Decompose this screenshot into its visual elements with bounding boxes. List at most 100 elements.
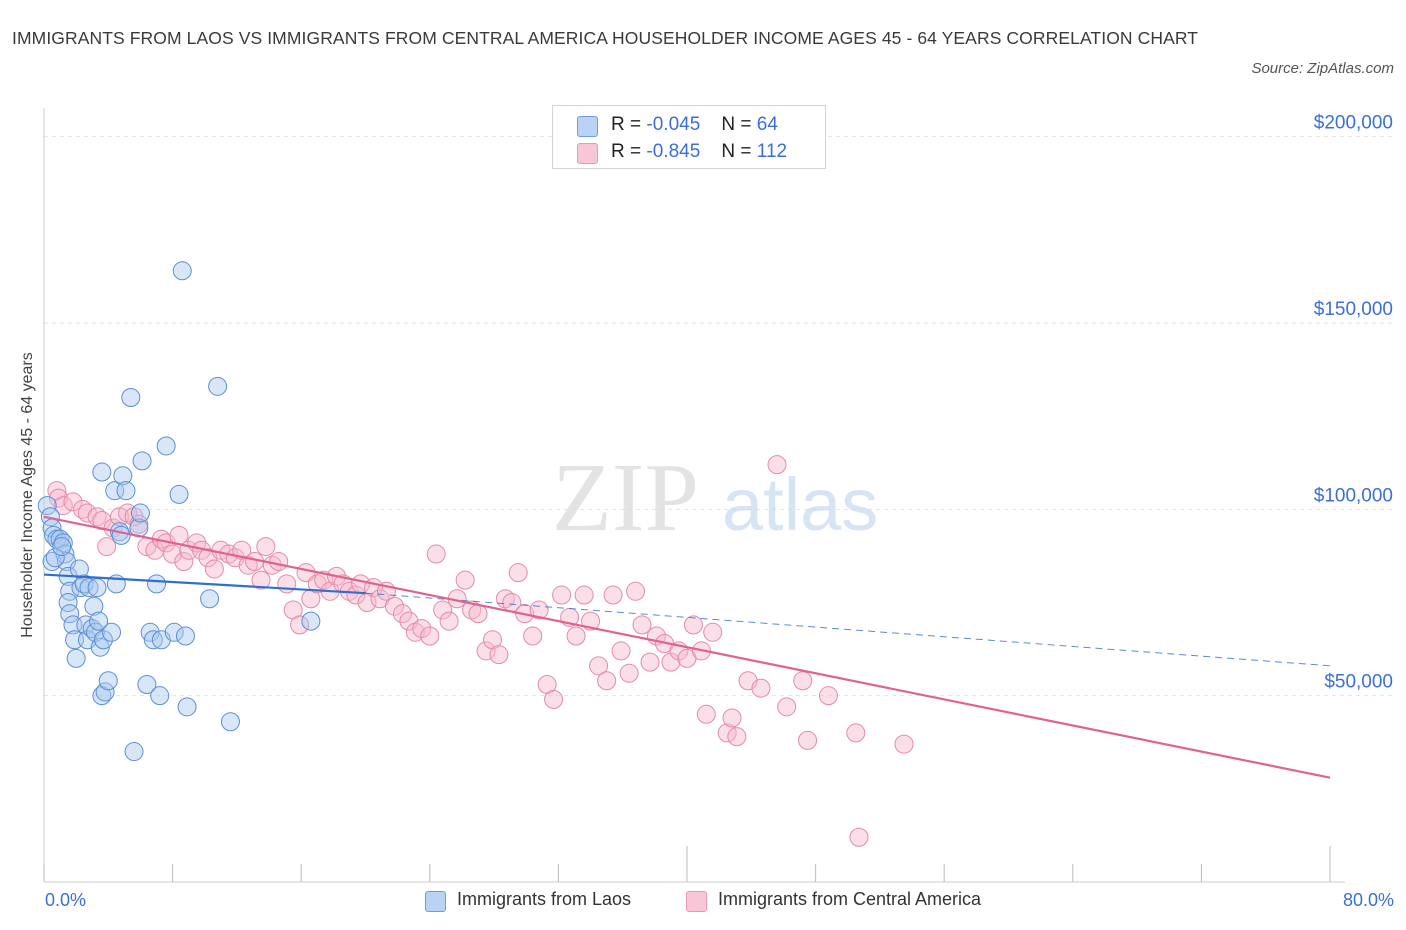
central-america-point [523, 626, 543, 646]
laos-point [113, 466, 133, 486]
legend-r-label: R = [611, 114, 642, 135]
laos-point [71, 578, 91, 598]
legend-swatch-laos [577, 116, 598, 137]
laos-point [124, 742, 144, 762]
central-america-point [894, 734, 914, 754]
y-axis-label: Householder Income Ages 45 - 64 years [19, 352, 36, 638]
laos-point [143, 630, 163, 650]
central-america-point [256, 537, 276, 557]
laos-point [37, 496, 57, 516]
central-america-point [597, 671, 617, 691]
central-america-point [63, 492, 83, 512]
y-tick-label: $200,000 [1314, 113, 1393, 134]
laos-point [132, 451, 152, 471]
laos-point [116, 481, 136, 501]
central-america-point [426, 544, 446, 564]
central-america-point [793, 671, 813, 691]
laos-point [301, 611, 321, 631]
central-america-point [455, 570, 475, 590]
central-america-point [552, 585, 572, 605]
central-america-point [238, 555, 258, 575]
grid-lines [44, 136, 1395, 697]
central-america-point [384, 596, 404, 616]
laos-point [60, 604, 80, 624]
legend-n-label: N = [721, 141, 752, 162]
central-america-point [433, 600, 453, 620]
central-america-point [566, 626, 586, 646]
central-america-point [611, 641, 631, 661]
central-america-point [619, 663, 639, 683]
central-america-point [204, 559, 224, 579]
central-america-point [727, 727, 747, 747]
central-america-point [277, 574, 297, 594]
laos-point [175, 626, 195, 646]
central-america-point [468, 604, 488, 624]
laos-point [200, 589, 220, 609]
correlation-legend: R = -0.045 N = 64 R = -0.845 N = 112 [552, 105, 826, 169]
central-america-point [476, 641, 496, 661]
laos-point [105, 481, 125, 501]
laos-point [52, 537, 72, 557]
central-america-point [314, 570, 334, 590]
legend-r-value: -0.845 [646, 141, 701, 162]
y-tick-label: $50,000 [1324, 672, 1393, 693]
laos-point [69, 559, 89, 579]
laos-point [172, 261, 192, 281]
central-america-point [846, 723, 866, 743]
laos-point [44, 525, 64, 545]
bottom-legend-central-america-label: Immigrants from Central America [718, 889, 982, 909]
legend-n-value: 112 [756, 141, 788, 162]
laos-point [89, 611, 109, 631]
laos-point [79, 578, 99, 598]
legend-r-label: R = [611, 141, 642, 162]
chart-title: IMMIGRANTS FROM LAOS VS IMMIGRANTS FROM … [12, 28, 1199, 48]
legend-swatch-central-america [577, 143, 598, 164]
laos-point [169, 484, 189, 504]
central-america-point [818, 686, 838, 706]
central-america-point [97, 537, 117, 557]
laos-point [45, 548, 65, 568]
central-america-point [392, 604, 412, 624]
trend-lines [43, 515, 1331, 779]
laos-point [95, 682, 115, 702]
central-america-point [589, 656, 609, 676]
laos-trend-extension [365, 592, 1331, 667]
central-america-point [251, 570, 271, 590]
central-america-points [47, 455, 914, 847]
y-tick-labels: $50,000 $100,000 $150,000 $200,000 [1314, 113, 1393, 693]
watermark-zip: ZIP [552, 444, 699, 552]
central-america-point [777, 697, 797, 717]
laos-point [164, 622, 184, 642]
central-america-point [632, 615, 652, 635]
bottom-swatch-central-america [686, 891, 707, 912]
laos-point [98, 671, 118, 691]
central-america-point [420, 626, 440, 646]
central-america-point [544, 689, 564, 709]
laos-point [111, 525, 131, 545]
laos-points [37, 261, 321, 762]
central-america-point [269, 551, 289, 571]
laos-point [102, 622, 122, 642]
central-america-point [703, 622, 723, 642]
central-america-point [489, 645, 509, 665]
laos-point [93, 630, 113, 650]
source-text: Source: ZipAtlas.com [1251, 60, 1394, 77]
bottom-legend-laos-label: Immigrants from Laos [457, 889, 632, 909]
central-america-point [508, 563, 528, 583]
central-america-point [439, 611, 459, 631]
central-america-point [798, 730, 818, 750]
laos-point [87, 578, 107, 598]
central-america-point [751, 678, 771, 698]
central-america-point [767, 455, 787, 475]
central-america-point [290, 615, 310, 635]
x-tick-min: 0.0% [45, 890, 87, 910]
central-america-point [849, 827, 869, 847]
laos-point [92, 462, 112, 482]
laos-point [137, 674, 157, 694]
central-america-point [603, 585, 623, 605]
laos-point [177, 697, 197, 717]
central-america-point [405, 622, 425, 642]
laos-point [50, 529, 70, 549]
laos-point [150, 686, 170, 706]
